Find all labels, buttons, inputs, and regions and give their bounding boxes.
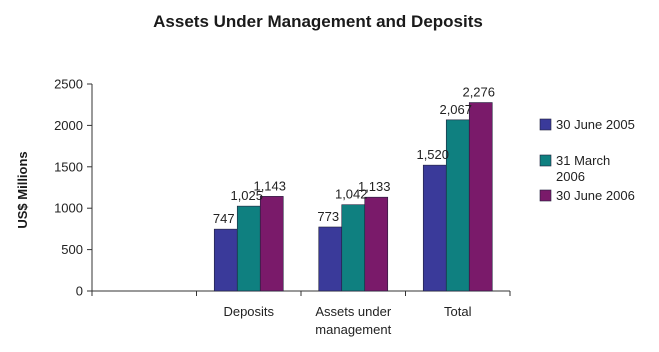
x-tick-label: Total [444, 304, 472, 319]
data-label: 747 [213, 211, 235, 226]
y-tick-label: 0 [76, 284, 83, 299]
bars [213, 102, 493, 292]
y-axis-label: US$ Millions [15, 151, 30, 228]
bar-total-31-march-2006 [445, 119, 470, 292]
y-tick-label: 2500 [54, 77, 83, 92]
y-tick-label: 2000 [54, 118, 83, 133]
bar-total-30-june-2005 [422, 164, 447, 292]
legend-label-30-june-2006: 30 June 2006 [556, 188, 635, 203]
data-label: 2,276 [462, 85, 495, 100]
legend-label-31-march-2006: 31 March 2006 [556, 153, 610, 184]
bar-assets-under-management-31-march-2006 [341, 204, 366, 292]
bar-assets-under-management-30-june-2006 [364, 196, 389, 292]
bar-deposits-31-march-2006 [236, 205, 261, 292]
y-tick-label: 500 [61, 242, 83, 257]
bar-deposits-30-june-2006 [259, 196, 284, 292]
y-tick-label: 1000 [54, 201, 83, 216]
legend-label-30-june-2005: 30 June 2005 [556, 117, 635, 132]
bar-assets-under-management-30-june-2005 [318, 226, 343, 292]
data-label: 1,143 [253, 178, 286, 193]
data-label: 1,133 [358, 179, 391, 194]
y-tick-label: 1500 [54, 159, 83, 174]
chart-title: Assets Under Management and Deposits [153, 12, 483, 31]
bar-total-30-june-2006 [468, 102, 493, 292]
data-label: 773 [317, 209, 339, 224]
data-label: 1,025 [230, 188, 263, 203]
data-label: 2,067 [439, 102, 472, 117]
bar-deposits-30-june-2005 [213, 228, 238, 292]
category-labels: Deposits Assets under management Total [223, 304, 471, 337]
data-label: 1,042 [335, 187, 368, 202]
axes: 0 500 1000 1500 2000 2500 [54, 77, 511, 299]
legend-swatch-30-june-2005 [539, 118, 552, 131]
data-label: 1,520 [416, 147, 449, 162]
legend: 30 June 2005 31 March 2006 30 June 2006 [539, 117, 635, 203]
x-tick-label: Deposits [223, 304, 274, 319]
x-tick-label: Assets under management [315, 304, 392, 337]
legend-swatch-31-march-2006 [539, 154, 552, 167]
legend-swatch-30-june-2006 [539, 189, 552, 202]
